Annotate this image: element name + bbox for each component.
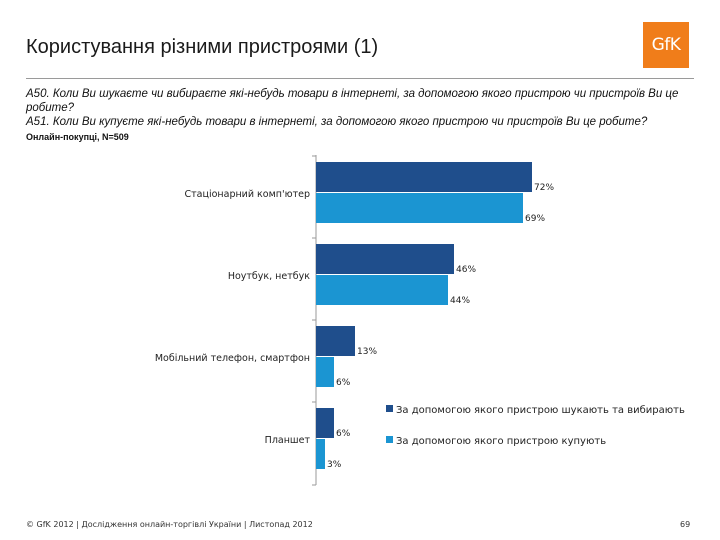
question-a50: A50. Коли Ви шукаєте чи вибираєте які-не… [26,88,679,114]
bar-search [316,244,454,274]
bar-buy [316,357,334,387]
legend-label-buy: За допомогою якого пристрою купують [396,436,607,447]
gfk-logo: GfK [643,22,689,68]
data-label: 72% [534,183,554,193]
category-label: Мобільний телефон, смартфон [155,353,310,364]
bar-search [316,326,355,356]
data-label: 46% [456,265,476,275]
bar-search [316,408,334,438]
data-label: 3% [327,460,342,470]
category-label: Стаціонарний комп'ютер [185,189,311,200]
sample-note: Онлайн-покупці, N=509 [26,132,129,142]
data-label: 6% [336,378,351,388]
category-label: Ноутбук, нетбук [228,271,310,282]
question-a51: A51. Коли Ви купуєте які-небудь товари в… [26,116,648,128]
title-divider [26,78,694,79]
legend-item-buy: За допомогою якого пристрою купують [386,436,606,448]
legend-label-search: За допомогою якого пристрою шукають та в… [396,405,685,416]
data-label: 13% [357,347,377,357]
legend-swatch-search [386,405,393,412]
bar-buy [316,275,448,305]
footer-copyright: © GfK 2012 | Дослідження онлайн-торгівлі… [26,520,313,529]
data-label: 6% [336,429,351,439]
category-label: Планшет [265,435,311,446]
slide-title: Користування різними пристроями (1) [26,36,379,58]
bar-search [316,162,532,192]
page-number: 69 [680,520,691,529]
legend-item-search: За допомогою якого пристрою шукають та в… [386,405,685,417]
data-label: 44% [450,296,470,306]
legend-swatch-buy [386,436,393,443]
bar-buy [316,193,523,223]
data-label: 69% [525,214,545,224]
bar-buy [316,439,325,469]
